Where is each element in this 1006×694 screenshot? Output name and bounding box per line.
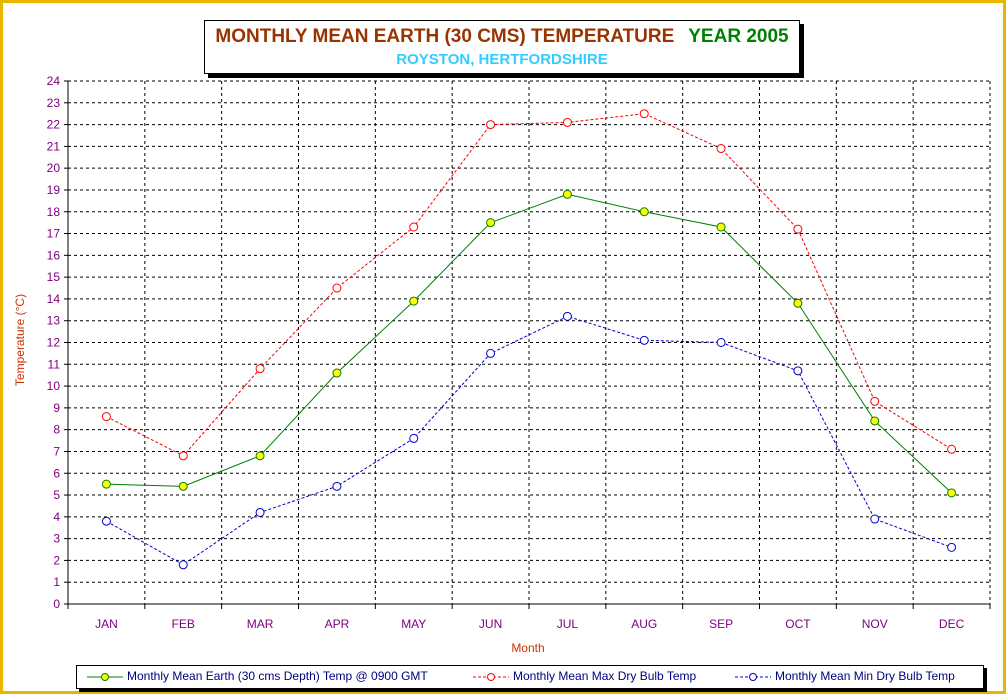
data-point-2	[639, 335, 649, 345]
data-point-0	[486, 218, 496, 228]
data-point-0	[562, 189, 572, 199]
y-tick-label: 1	[53, 575, 60, 589]
y-tick-label: 5	[53, 488, 60, 502]
y-tick-label: 2	[53, 553, 60, 567]
x-tick-label: NOV	[862, 617, 888, 631]
data-point-2	[793, 366, 803, 376]
x-tick-label: MAY	[401, 617, 426, 631]
legend-label-earth: Monthly Mean Earth (30 cms Depth) Temp @…	[127, 669, 428, 683]
data-point-1	[947, 444, 957, 454]
chart-subtitle: ROYSTON, HERTFORDSHIRE	[396, 51, 608, 68]
y-tick-label: 3	[53, 532, 60, 546]
y-tick-label: 10	[47, 379, 61, 393]
x-tick-label: APR	[325, 617, 350, 631]
y-tick-label: 21	[47, 139, 61, 153]
data-point-1	[793, 224, 803, 234]
x-tick-label: OCT	[785, 617, 811, 631]
data-point-1	[639, 109, 649, 119]
data-point-1	[178, 451, 188, 461]
legend-marker-earth-icon	[87, 672, 123, 681]
y-tick-label: 19	[47, 183, 61, 197]
title-box: MONTHLY MEAN EARTH (30 CMS) TEMPERATURE Y…	[204, 20, 800, 74]
y-tick-label: 16	[47, 248, 61, 262]
data-point-0	[409, 296, 419, 306]
x-tick-label: JAN	[95, 617, 118, 631]
legend: Monthly Mean Earth (30 cms Depth) Temp @…	[76, 665, 984, 689]
y-tick-label: 7	[53, 444, 60, 458]
data-point-2	[178, 560, 188, 570]
data-point-2	[716, 338, 726, 347]
data-point-0	[716, 222, 726, 232]
y-tick-label: 6	[53, 466, 60, 480]
chart-title: MONTHLY MEAN EARTH (30 CMS) TEMPERATURE Y…	[205, 26, 799, 48]
y-tick-label: 20	[47, 161, 61, 175]
x-tick-label: AUG	[631, 617, 657, 631]
y-tick-label: 17	[47, 227, 61, 241]
data-point-0	[178, 481, 188, 491]
data-point-1	[101, 412, 111, 422]
legend-item-earth: Monthly Mean Earth (30 cms Depth) Temp @…	[85, 669, 428, 683]
legend-marker-max-icon	[473, 672, 509, 681]
x-tick-label: FEB	[172, 617, 195, 631]
data-point-1	[716, 144, 726, 154]
y-tick-label: 8	[53, 423, 60, 437]
legend-label-min: Monthly Mean Min Dry Bulb Temp	[775, 669, 955, 683]
title-year: YEAR 2005	[688, 26, 789, 47]
data-point-0	[870, 416, 880, 426]
x-tick-label: JUL	[557, 617, 579, 631]
data-point-1	[486, 120, 496, 130]
data-point-2	[947, 542, 957, 552]
data-point-1	[562, 117, 572, 127]
data-point-2	[870, 514, 880, 524]
data-point-0	[947, 488, 957, 498]
y-tick-label: 23	[47, 96, 61, 110]
legend-item-min: Monthly Mean Min Dry Bulb Temp	[733, 669, 955, 683]
y-tick-label: 14	[47, 292, 61, 306]
series-line-0	[106, 193, 952, 494]
legend-item-max: Monthly Mean Max Dry Bulb Temp	[471, 669, 696, 683]
x-tick-label: MAR	[247, 617, 274, 631]
series-line-1	[106, 113, 952, 457]
y-tick-label: 13	[47, 314, 61, 328]
y-tick-label: 4	[53, 510, 60, 524]
y-tick-label: 24	[47, 74, 61, 88]
data-point-1	[332, 283, 342, 293]
data-point-0	[101, 479, 111, 489]
data-point-0	[639, 207, 649, 217]
data-point-1	[409, 222, 419, 232]
data-point-0	[332, 368, 342, 378]
y-tick-label: 11	[48, 357, 61, 371]
data-point-2	[255, 507, 265, 517]
data-point-2	[101, 516, 111, 526]
x-axis-label: Month	[511, 641, 544, 655]
data-point-2	[332, 481, 342, 491]
data-point-1	[255, 364, 265, 374]
y-tick-label: 18	[47, 205, 61, 219]
series-line-2	[106, 315, 952, 566]
data-point-0	[793, 298, 803, 308]
x-tick-label: JUN	[479, 617, 502, 631]
data-point-0	[255, 451, 265, 461]
data-point-2	[562, 311, 572, 321]
y-tick-label: 22	[47, 118, 61, 132]
title-main: MONTHLY MEAN EARTH (30 CMS) TEMPERATURE	[215, 26, 675, 47]
legend-marker-min-icon	[735, 672, 771, 681]
data-point-2	[409, 433, 419, 443]
y-tick-label: 9	[53, 401, 60, 415]
y-tick-label: 12	[47, 336, 61, 350]
legend-label-max: Monthly Mean Max Dry Bulb Temp	[513, 669, 697, 683]
y-tick-label: 15	[47, 270, 61, 284]
y-tick-label: 0	[53, 597, 60, 611]
y-axis-label: Temperature (°C)	[13, 294, 27, 386]
data-point-2	[486, 348, 496, 358]
x-tick-label: SEP	[709, 617, 733, 631]
data-point-1	[870, 396, 880, 406]
x-tick-label: DEC	[939, 617, 965, 631]
